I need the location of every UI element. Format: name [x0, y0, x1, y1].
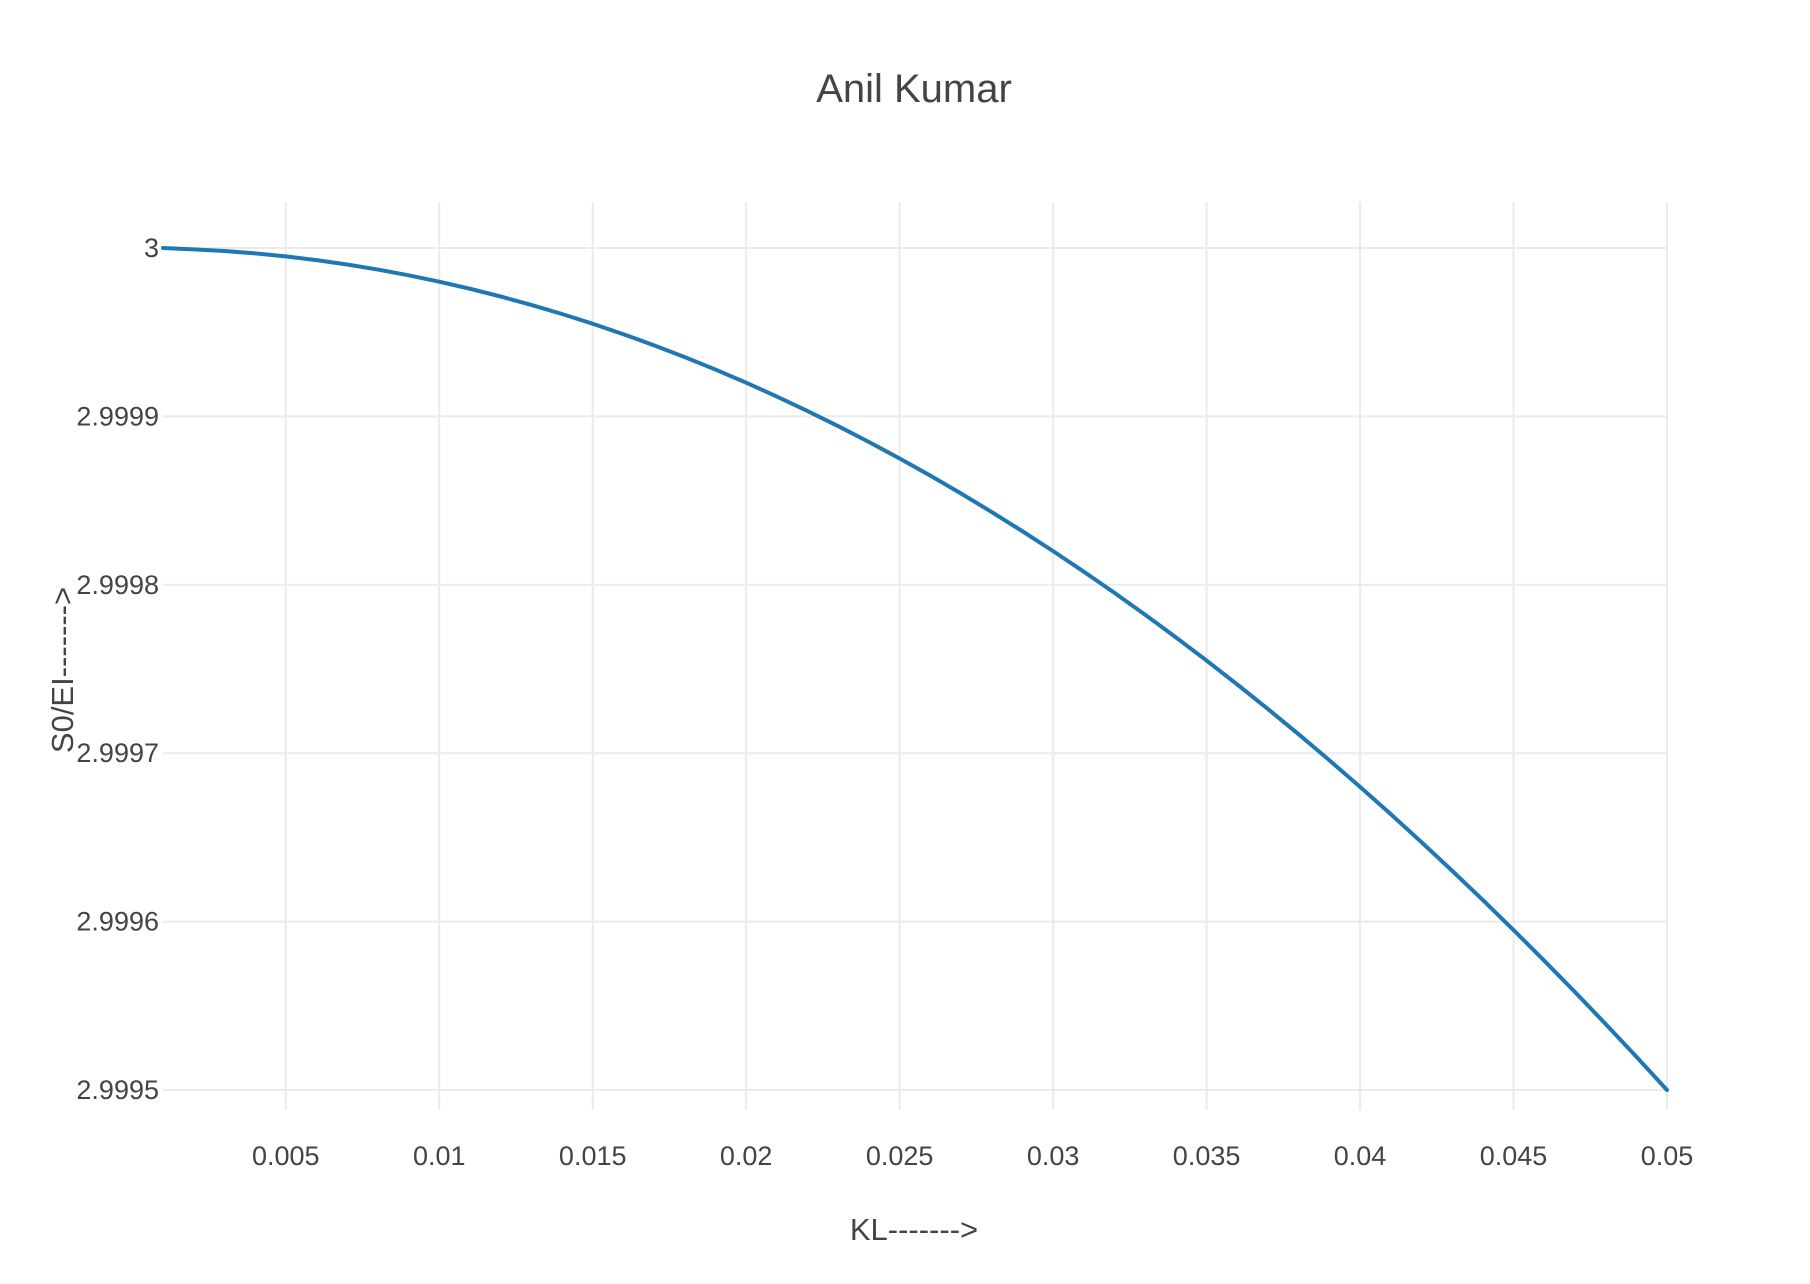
x-tick-label: 0.02	[720, 1141, 773, 1171]
x-tick-label: 0.005	[252, 1141, 320, 1171]
x-axis-ticks: 0.005 0.01 0.015 0.02 0.025 0.03 0.035 0.04 0.04…	[252, 1141, 1693, 1171]
y-tick-label: 2.9997	[76, 738, 159, 768]
y-axis-title: S0/EI------->	[45, 587, 80, 753]
x-axis-title: KL------->	[850, 1212, 978, 1247]
y-tick-label: 2.9998	[76, 570, 159, 600]
x-tick-label: 0.03	[1027, 1141, 1080, 1171]
series-line	[161, 246, 1669, 1092]
y-tick-label: 2.9999	[76, 401, 159, 431]
y-tick-label: 2.9995	[76, 1075, 159, 1105]
x-tick-label: 0.045	[1480, 1141, 1548, 1171]
grid	[163, 202, 1668, 1110]
x-tick-label: 0.035	[1173, 1141, 1241, 1171]
x-tick-label: 0.05	[1641, 1141, 1694, 1171]
x-tick-label: 0.01	[413, 1141, 466, 1171]
y-axis-ticks: 3 2.9999 2.9998 2.9997 2.9996 2.9995	[76, 233, 159, 1105]
x-tick-label: 0.025	[866, 1141, 934, 1171]
y-tick-label: 2.9996	[76, 907, 159, 937]
y-tick-label: 3	[144, 233, 159, 263]
series-layer	[161, 246, 1669, 1092]
x-tick-label: 0.04	[1334, 1141, 1387, 1171]
x-tick-label: 0.015	[559, 1141, 627, 1171]
chart-title: Anil Kumar	[816, 67, 1012, 111]
